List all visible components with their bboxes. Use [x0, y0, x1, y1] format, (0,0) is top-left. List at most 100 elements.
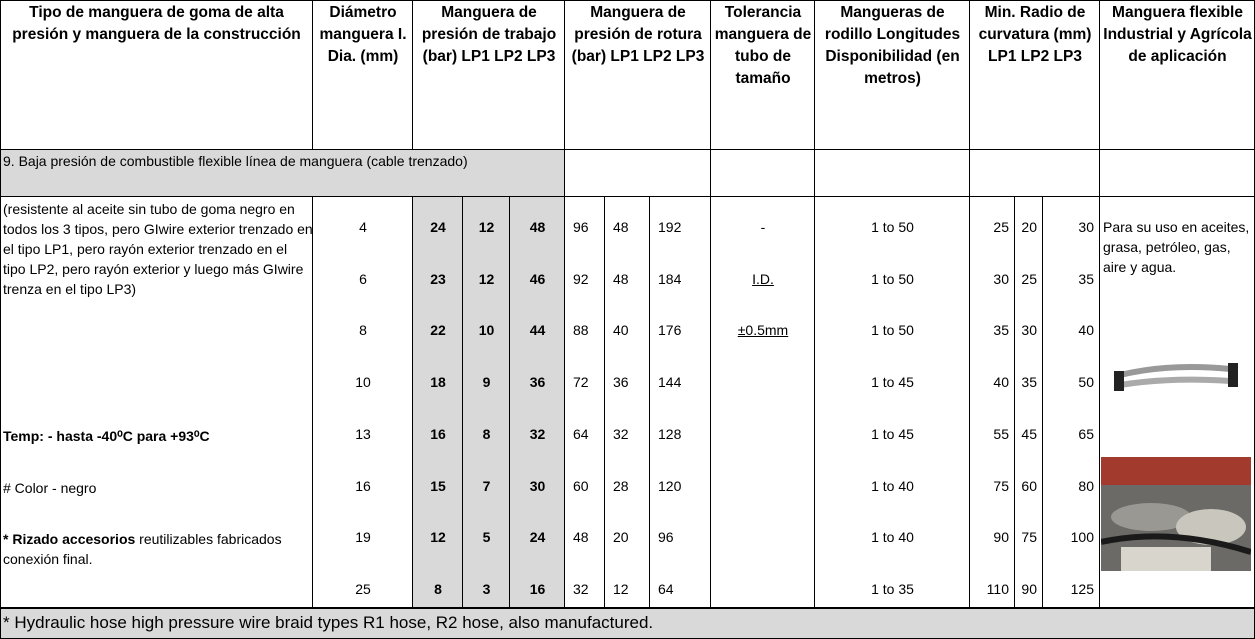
cell-value: 32: [573, 580, 589, 597]
cell-value: 90: [1021, 580, 1037, 597]
column-line: [969, 197, 970, 608]
hose-image: [1114, 363, 1238, 391]
cell-value: 96: [658, 529, 674, 546]
cell-value: 75: [1021, 529, 1037, 546]
cell-value: 75: [993, 477, 1009, 494]
header-cell: [413, 0, 565, 150]
cell-value: 8: [482, 425, 491, 442]
section-cell: [565, 150, 711, 197]
tolerance-value: ±0.5mm: [737, 322, 789, 339]
cell-value: 88: [573, 322, 589, 339]
cell-value: 46: [529, 270, 546, 287]
cell-value: 1 to 40: [871, 529, 914, 546]
fittings-bold: * Rizado accesorios: [3, 531, 136, 548]
header-text: Tipo de manguera de goma de alta presión…: [12, 4, 301, 43]
cell-value: 60: [1021, 477, 1037, 494]
cell-value: 72: [573, 374, 589, 391]
cell-value: 18: [430, 374, 446, 391]
cell-value: 1 to 45: [871, 425, 914, 442]
cell-value: 20: [613, 529, 629, 546]
cell-value: 12: [478, 270, 495, 287]
cell-value: 9: [482, 374, 491, 391]
header-text: Manguera de presión de trabajo (bar) LP1…: [421, 4, 557, 65]
cell-value: 100: [1070, 529, 1094, 546]
application-text: Para su uso en aceites, grasa, petróleo,…: [1103, 219, 1250, 275]
description: (resistente al aceite sin tubo de goma n…: [3, 201, 313, 297]
cell-value: 55: [993, 425, 1009, 442]
color-note: # Color - negro: [3, 479, 97, 496]
cell-value: 48: [613, 270, 629, 287]
cell-value: 6: [359, 270, 367, 287]
cell-value: 96: [573, 219, 589, 235]
header-cell: [815, 0, 970, 150]
cell-value: 32: [613, 425, 629, 442]
tolerance-value: -: [760, 219, 766, 235]
section-cell: [711, 150, 815, 197]
header-cell: [313, 0, 413, 150]
cell-value: 110: [986, 580, 1009, 597]
header-cell: [565, 0, 711, 150]
cell-value: 1 to 35: [871, 580, 914, 597]
cell-value: 12: [613, 580, 629, 597]
temp-note: Temp: - hasta -40⁰C para +93⁰C: [3, 427, 210, 444]
header-text: Min. Radio de curvatura (mm) LP1 LP2 LP3: [978, 4, 1092, 65]
engine-photo: [1101, 457, 1251, 571]
cell-value: 12: [478, 219, 495, 235]
cell-value: 176: [658, 322, 682, 339]
column-line: [1042, 197, 1043, 608]
cell-value: 23: [430, 270, 446, 287]
cell-value: 25: [355, 580, 371, 597]
header-text: Manguera flexible Industrial y Agrícola …: [1103, 4, 1252, 65]
cell-value: 1 to 50: [871, 270, 914, 287]
cell-value: 24: [430, 219, 446, 235]
cell-value: 30: [1021, 322, 1037, 339]
cell-value: 28: [613, 477, 629, 494]
cell-value: 30: [529, 477, 546, 494]
cell-value: 24: [529, 529, 546, 546]
cell-value: 35: [993, 322, 1009, 339]
column-line: [564, 197, 565, 608]
section-cell: [970, 150, 1100, 197]
cell-value: 125: [1070, 580, 1094, 597]
column-line: [710, 197, 711, 608]
data-bottom: [0, 607, 1255, 608]
cell-value: 35: [1078, 270, 1094, 287]
cell-value: 32: [529, 425, 546, 442]
cell-value: 80: [1078, 477, 1094, 494]
cell-value: 192: [658, 219, 682, 235]
column-line: [1014, 197, 1015, 608]
cell-value: 4: [359, 219, 367, 235]
cell-value: 10: [355, 374, 371, 391]
cell-value: 22: [430, 322, 446, 339]
footer-text: * Hydraulic hose high pressure wire brai…: [3, 613, 654, 632]
cell-value: 128: [658, 425, 682, 442]
cell-value: 25: [993, 219, 1009, 235]
header-text: Manguera de presión de rotura (bar) LP1 …: [571, 4, 705, 65]
cell-value: 13: [355, 425, 371, 442]
cell-value: 1 to 40: [871, 477, 914, 494]
cell-value: 50: [1078, 374, 1094, 391]
column-line: [1099, 197, 1100, 608]
header-text: Diámetro manguera I. Dia. (mm): [319, 4, 407, 65]
tolerance-value: I.D.: [752, 270, 774, 287]
cell-value: 44: [529, 322, 546, 339]
cell-value: 30: [1078, 219, 1094, 235]
header-cell: [711, 0, 815, 150]
cell-value: 12: [430, 529, 446, 546]
cell-value: 35: [1021, 374, 1037, 391]
cell-value: 8: [434, 580, 442, 597]
cell-value: 60: [573, 477, 589, 494]
cell-value: 5: [482, 529, 491, 546]
fittings-note: * Rizado accesorios reutilizables fabric…: [0, 529, 313, 569]
cell-value: 120: [658, 477, 682, 494]
cell-value: 40: [1078, 322, 1094, 339]
header-cell: [0, 0, 313, 150]
cell-value: 16: [355, 477, 371, 494]
cell-value: 1 to 50: [871, 322, 914, 339]
section-cell: [815, 150, 970, 197]
cell-value: 7: [482, 477, 491, 494]
cell-value: 45: [1021, 425, 1037, 442]
cell-value: 16: [529, 580, 546, 597]
cell-value: 48: [613, 219, 629, 235]
